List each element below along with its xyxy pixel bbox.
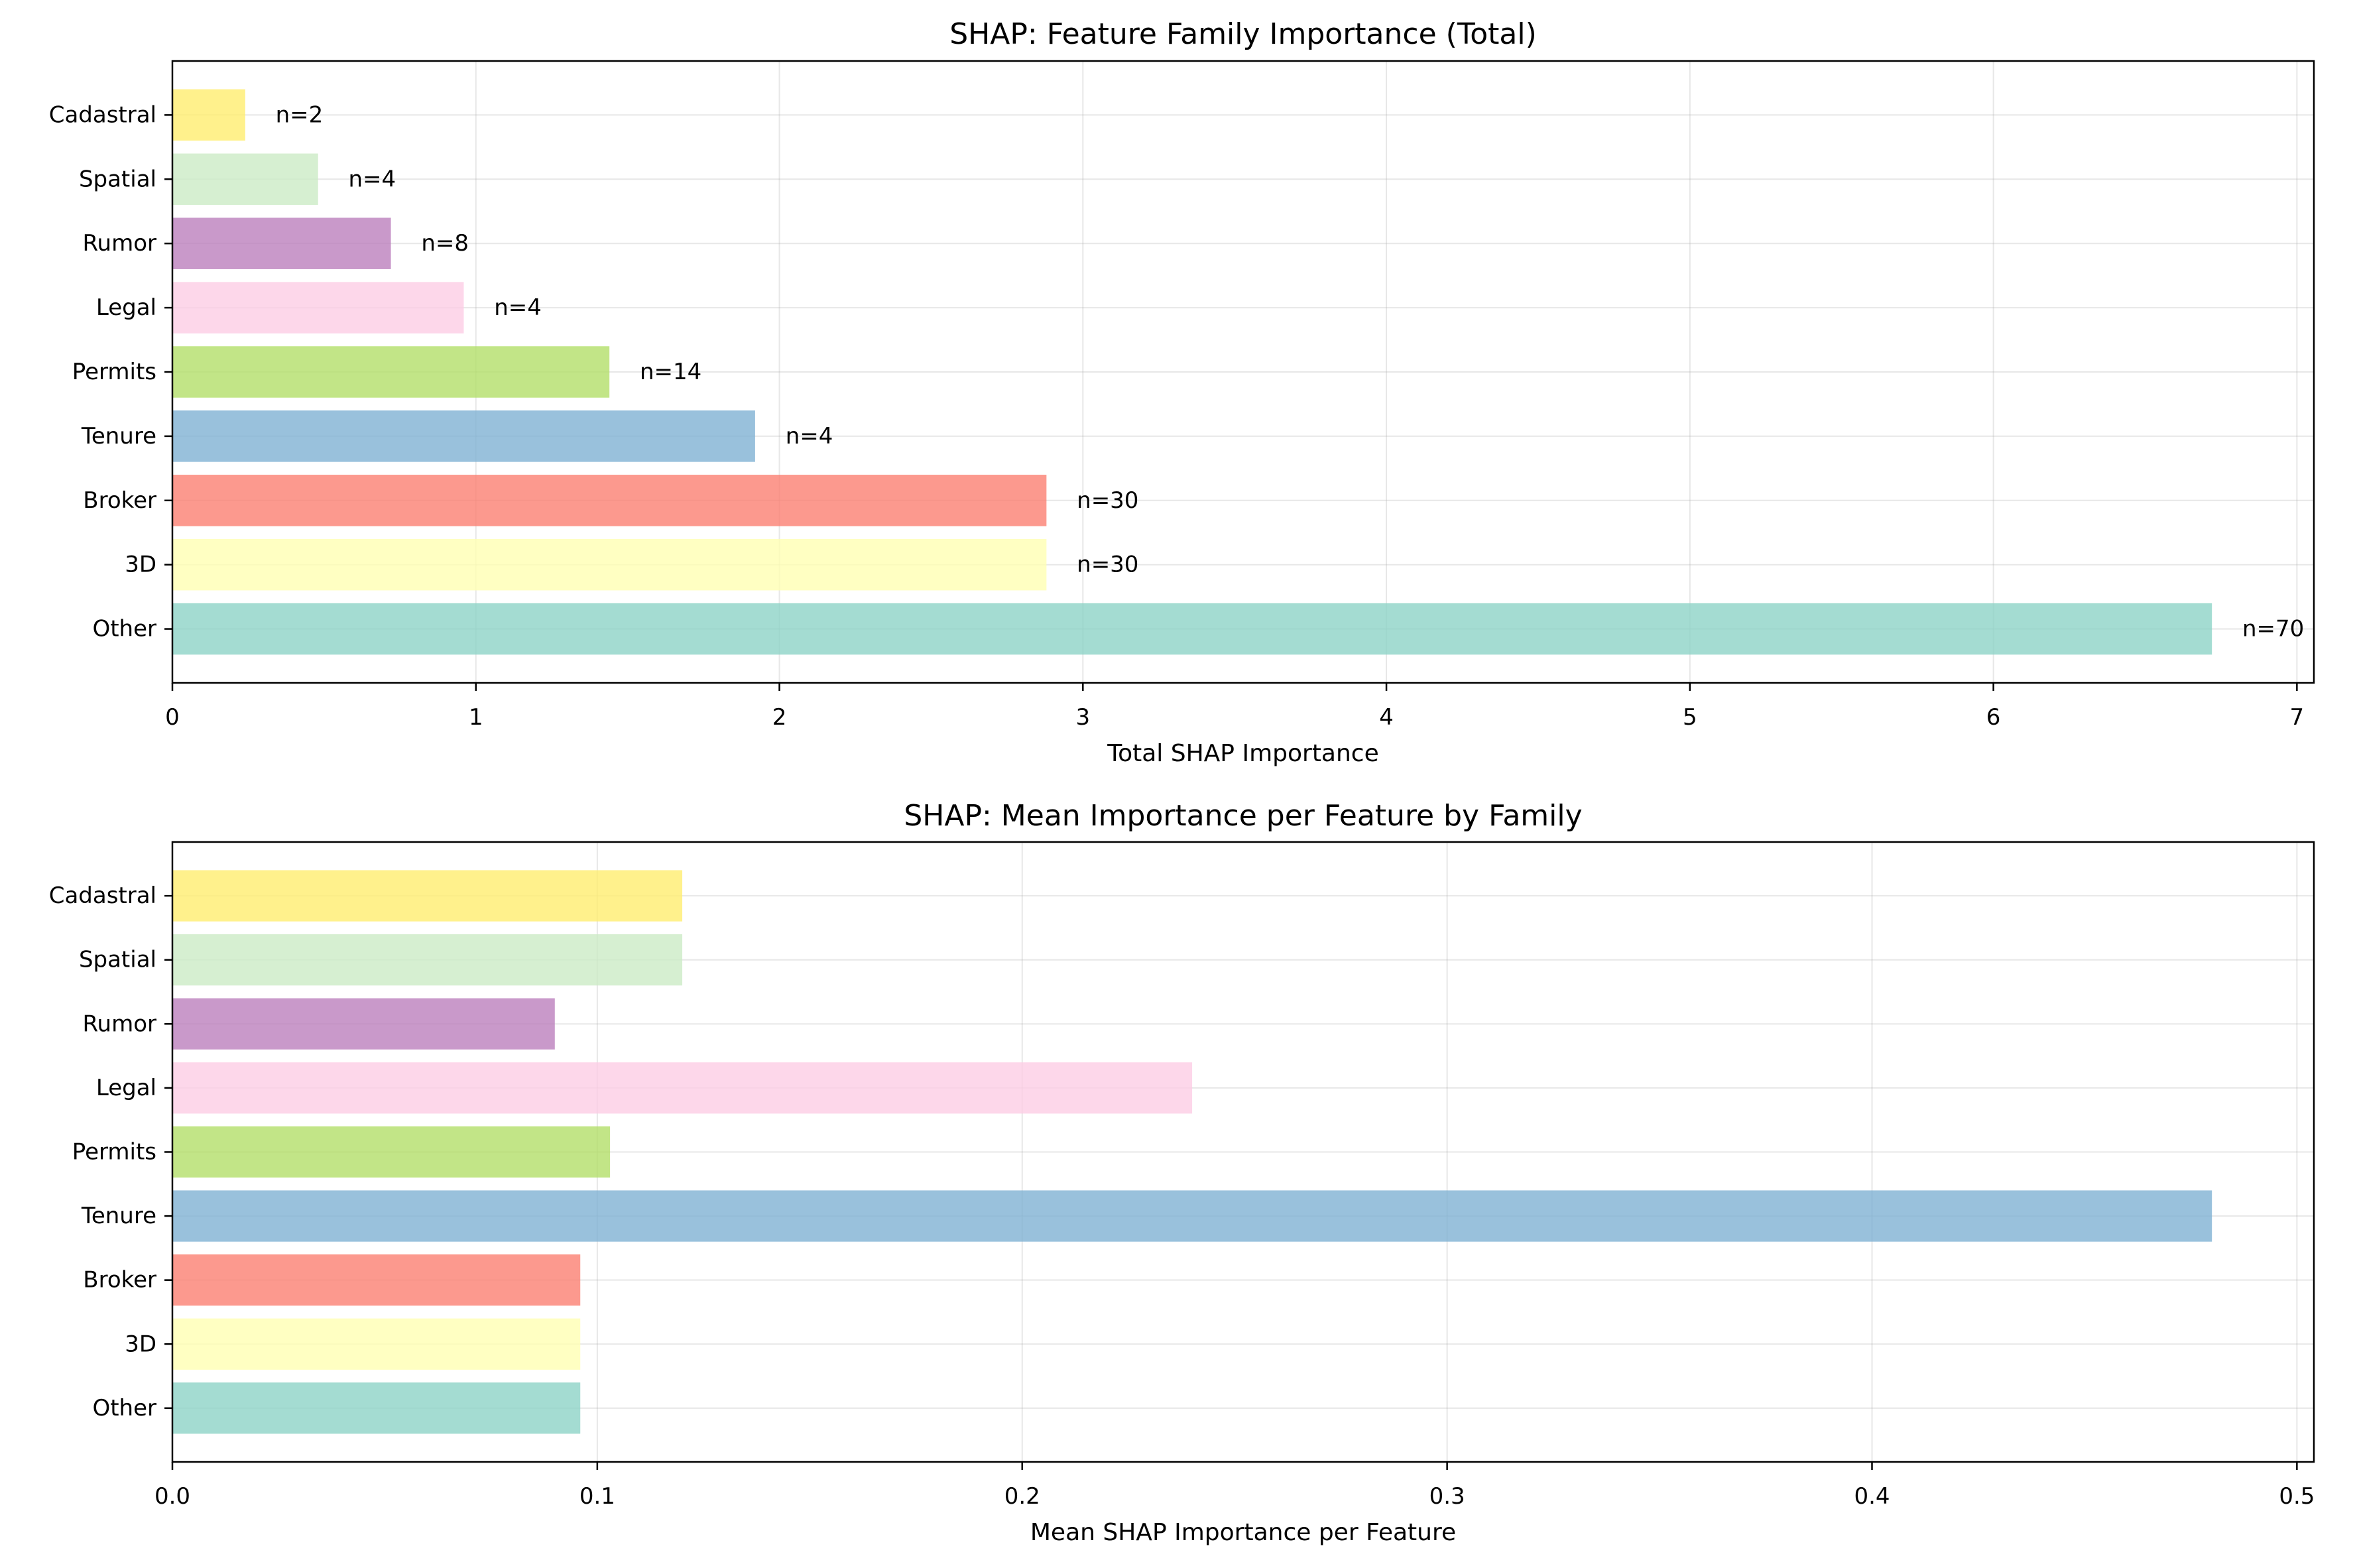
bar-annotation: n=4 <box>349 166 396 192</box>
y-tick-label: Cadastral <box>49 101 156 128</box>
x-tick-label: 7 <box>2290 704 2305 731</box>
x-axis-label: Mean SHAP Importance per Feature <box>1030 1519 1456 1546</box>
bar-permits <box>172 346 610 398</box>
bar-rumor <box>172 998 555 1050</box>
mean-importance-chart: 0.0 0.1 0.2 0.3 0.4 0.5 Other 3D Broker Tenure Per… <box>49 799 2315 1546</box>
bar-cadastral <box>172 870 683 922</box>
bar-tenure <box>172 1190 2212 1242</box>
bar-3d <box>172 538 1047 591</box>
x-tick-label: 5 <box>1683 704 1697 731</box>
bar-annotation: n=2 <box>276 101 324 128</box>
y-tick-label: Spatial <box>79 947 156 973</box>
bar-tenure <box>172 410 755 462</box>
bar-permits <box>172 1126 611 1178</box>
bar-broker <box>172 475 1047 526</box>
y-tick-label: Cadastral <box>49 882 156 909</box>
y-tick-label: Permits <box>72 359 156 385</box>
y-tick-label: Legal <box>96 1075 156 1101</box>
x-tick-label: 0.5 <box>2279 1483 2315 1510</box>
bar-annotation: n=70 <box>2242 616 2304 642</box>
bar-annotation: n=30 <box>1077 552 1138 578</box>
bar-broker <box>172 1254 581 1306</box>
y-tick-label: Tenure <box>81 423 156 450</box>
x-axis-label: Total SHAP Importance <box>1107 740 1379 767</box>
x-tick-label: 1 <box>469 704 483 731</box>
total-importance-chart: n=70 n=30 n=30 n=4 n=14 n=4 n=8 n=4 n=2 0 1 2 3 4 5 6 7 O… <box>49 17 2315 767</box>
y-tick-label: Spatial <box>79 166 156 192</box>
bar-annotation: n=14 <box>640 359 701 385</box>
y-tick-label: 3D <box>125 1331 156 1357</box>
y-tick-label: Broker <box>83 1267 156 1294</box>
bar-3d <box>172 1318 581 1370</box>
bar-annotation: n=4 <box>786 423 833 450</box>
bar-legal <box>172 282 464 333</box>
y-tick-label: Rumor <box>82 230 156 257</box>
y-tick-label: Permits <box>72 1139 156 1166</box>
y-tick-label: Legal <box>96 294 156 321</box>
bar-cadastral <box>172 89 245 141</box>
x-tick-label: 0.2 <box>1004 1483 1040 1510</box>
bar-annotation: n=4 <box>494 294 542 321</box>
x-tick-label: 2 <box>772 704 787 731</box>
bar-other <box>172 603 2212 655</box>
y-tick-label: Other <box>92 616 156 642</box>
x-tick-label: 0.3 <box>1429 1483 1465 1510</box>
chart-title: SHAP: Feature Family Importance (Total) <box>949 17 1537 51</box>
y-tick-label: 3D <box>125 552 156 578</box>
y-tick-label: Rumor <box>82 1010 156 1037</box>
bar-legal <box>172 1062 1193 1114</box>
x-tick-label: 4 <box>1379 704 1394 731</box>
bar-annotation: n=8 <box>421 230 469 257</box>
bar-annotation: n=30 <box>1077 487 1138 514</box>
chart-title: SHAP: Mean Importance per Feature by Fam… <box>904 799 1582 833</box>
y-tick-label: Other <box>92 1395 156 1421</box>
bar-other <box>172 1382 581 1434</box>
y-tick-label: Tenure <box>81 1203 156 1229</box>
bar-rumor <box>172 217 391 269</box>
x-tick-label: 0.1 <box>579 1483 615 1510</box>
y-tick-label: Broker <box>83 487 156 514</box>
bar-spatial <box>172 153 318 206</box>
x-tick-label: 0.0 <box>154 1483 190 1510</box>
x-tick-label: 0 <box>165 704 180 731</box>
x-tick-label: 3 <box>1075 704 1090 731</box>
x-tick-label: 0.4 <box>1854 1483 1890 1510</box>
x-tick-label: 6 <box>1986 704 2001 731</box>
bar-spatial <box>172 934 683 986</box>
